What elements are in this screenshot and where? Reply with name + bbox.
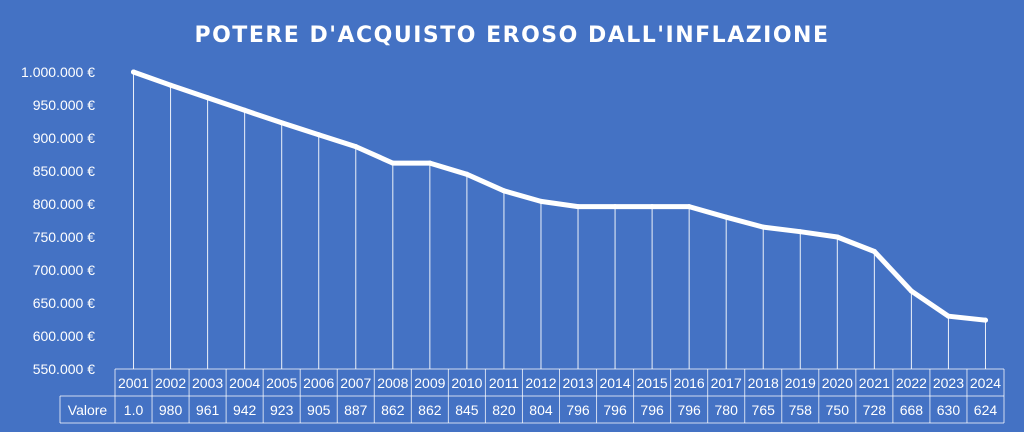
data-point bbox=[575, 204, 581, 210]
table-value-cell: 1.0 bbox=[124, 402, 144, 418]
series-line-group bbox=[131, 69, 988, 323]
table-value-cell: 804 bbox=[529, 402, 553, 418]
x-tick-label: 2024 bbox=[970, 375, 1001, 391]
table-value-cell: 765 bbox=[752, 402, 776, 418]
chart-title: POTERE D'ACQUISTO EROSO DALL'INFLAZIONE bbox=[194, 23, 829, 48]
x-tick-label: 2015 bbox=[637, 375, 668, 391]
table-value-cell: 668 bbox=[900, 402, 924, 418]
table-value-cell: 845 bbox=[455, 402, 479, 418]
data-point bbox=[797, 229, 803, 235]
table-value-cell: 796 bbox=[566, 402, 590, 418]
table-value-cell: 796 bbox=[603, 402, 627, 418]
table-value-cell: 820 bbox=[492, 402, 516, 418]
table-value-cell: 923 bbox=[270, 402, 294, 418]
x-tick-label: 2014 bbox=[599, 375, 630, 391]
x-tick-label: 2006 bbox=[303, 375, 334, 391]
y-tick-label: 850.000 € bbox=[33, 163, 95, 179]
x-tick-label: 2005 bbox=[266, 375, 297, 391]
data-point bbox=[242, 107, 248, 113]
data-point bbox=[279, 120, 285, 126]
y-axis: 1.000.000 € 950.000 € 900.000 € 850.000 € 80… bbox=[21, 64, 95, 377]
y-tick-label: 650.000 € bbox=[33, 295, 95, 311]
data-point bbox=[908, 288, 914, 294]
x-tick-label: 2007 bbox=[340, 375, 371, 391]
drop-lines bbox=[133, 72, 986, 369]
x-tick-label: 2022 bbox=[896, 375, 927, 391]
data-point bbox=[538, 198, 544, 204]
table-value-cell: 961 bbox=[196, 402, 220, 418]
data-point bbox=[390, 160, 396, 166]
data-point bbox=[464, 171, 470, 177]
x-tick-label: 2023 bbox=[933, 375, 964, 391]
x-tick-label: 2008 bbox=[377, 375, 408, 391]
data-point bbox=[205, 95, 211, 101]
x-tick-label: 2013 bbox=[562, 375, 593, 391]
x-tick-label: 2009 bbox=[414, 375, 445, 391]
table-value-cell: 758 bbox=[789, 402, 813, 418]
table-value-cell: 942 bbox=[233, 402, 257, 418]
table-value-cell: 630 bbox=[937, 402, 961, 418]
data-point bbox=[723, 214, 729, 220]
series-line bbox=[131, 69, 988, 323]
y-tick-label: 600.000 € bbox=[33, 328, 95, 344]
table-row-label: Valore bbox=[68, 402, 108, 418]
y-tick-label: 800.000 € bbox=[33, 196, 95, 212]
y-tick-label: 900.000 € bbox=[33, 130, 95, 146]
table-value-cell: 750 bbox=[826, 402, 850, 418]
x-tick-label: 2016 bbox=[674, 375, 705, 391]
x-tick-label: 2002 bbox=[155, 375, 186, 391]
data-point bbox=[168, 82, 174, 88]
data-point bbox=[501, 188, 507, 194]
table-value-cell: 624 bbox=[974, 402, 998, 418]
y-tick-label: 750.000 € bbox=[33, 229, 95, 245]
data-point bbox=[760, 224, 766, 230]
table-value-cell: 862 bbox=[418, 402, 442, 418]
data-point bbox=[131, 69, 137, 75]
table-value-cell: 887 bbox=[344, 402, 368, 418]
table-value-cell: 796 bbox=[640, 402, 664, 418]
y-tick-label: 700.000 € bbox=[33, 262, 95, 278]
table-value-cell: 862 bbox=[381, 402, 405, 418]
table-value-cell: 780 bbox=[715, 402, 739, 418]
data-point bbox=[316, 132, 322, 138]
data-point bbox=[427, 160, 433, 166]
data-point bbox=[871, 249, 877, 255]
x-tick-label: 2019 bbox=[785, 375, 816, 391]
table-value-cell: 905 bbox=[307, 402, 331, 418]
y-tick-label: 950.000 € bbox=[33, 97, 95, 113]
x-tick-label: 2011 bbox=[489, 375, 519, 391]
x-tick-label: 2017 bbox=[711, 375, 742, 391]
table-value-cell: 796 bbox=[677, 402, 701, 418]
data-point bbox=[945, 313, 951, 319]
x-tick-label: 2004 bbox=[229, 375, 260, 391]
x-tick-label: 2003 bbox=[192, 375, 223, 391]
table-value-cell: 728 bbox=[863, 402, 887, 418]
y-tick-label: 1.000.000 € bbox=[21, 64, 95, 80]
data-point bbox=[649, 204, 655, 210]
data-point bbox=[612, 204, 618, 210]
x-tick-label: 2018 bbox=[748, 375, 779, 391]
y-tick-label: 550.000 € bbox=[33, 361, 95, 377]
data-point bbox=[686, 204, 692, 210]
table-value-cell: 980 bbox=[159, 402, 183, 418]
data-point bbox=[982, 317, 988, 323]
data-table: Valore 2001 1.0 2002 980 2003 961 2004 942 2005 92… bbox=[59, 368, 1005, 424]
x-tick-label: 2021 bbox=[859, 375, 890, 391]
x-tick-label: 2010 bbox=[451, 375, 482, 391]
x-tick-label: 2001 bbox=[118, 375, 149, 391]
x-tick-label: 2020 bbox=[822, 375, 853, 391]
data-point bbox=[353, 144, 359, 150]
data-point bbox=[834, 234, 840, 240]
x-tick-label: 2012 bbox=[525, 375, 556, 391]
